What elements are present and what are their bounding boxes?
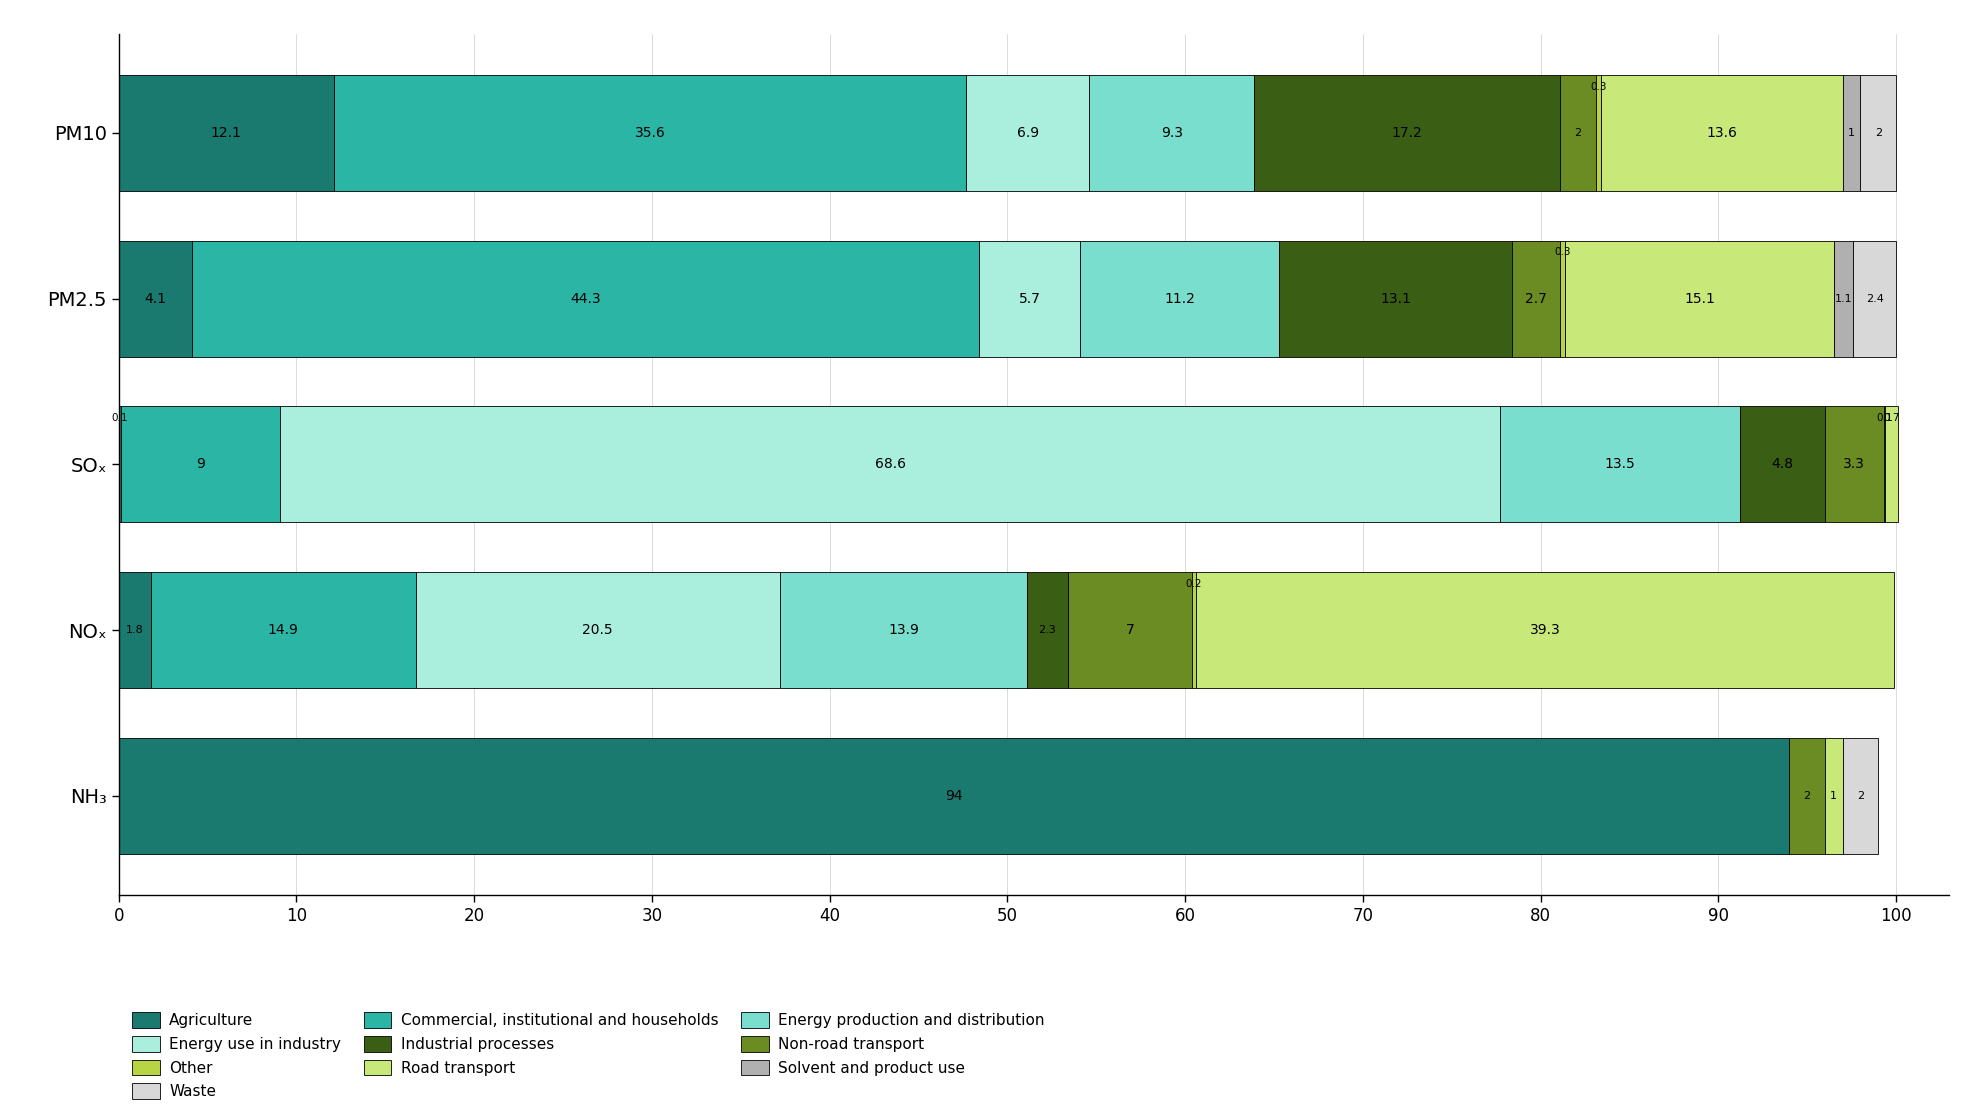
Text: 7: 7 (1126, 623, 1134, 637)
Bar (1069, 572, 1191, 688)
Text: 13.5: 13.5 (1605, 458, 1635, 471)
Bar (121, 406, 281, 523)
Text: 2.3: 2.3 (1039, 626, 1057, 636)
Text: 1: 1 (1848, 128, 1854, 138)
Bar (119, 241, 192, 357)
Text: 15.1: 15.1 (1684, 292, 1716, 305)
Text: 9.3: 9.3 (1162, 126, 1183, 140)
Text: 2: 2 (1803, 791, 1811, 801)
Text: 17.2: 17.2 (1391, 126, 1423, 140)
Bar (1825, 737, 1842, 854)
Text: 0.1: 0.1 (111, 413, 129, 423)
Bar (119, 737, 1789, 854)
Text: 14.9: 14.9 (267, 623, 299, 637)
Bar (1842, 75, 1860, 191)
Bar (1027, 572, 1069, 688)
Text: 0.1: 0.1 (1876, 413, 1892, 423)
Bar (1088, 75, 1255, 191)
Bar (1512, 241, 1559, 357)
Text: 5.7: 5.7 (1019, 292, 1041, 305)
Text: 13.9: 13.9 (889, 623, 918, 637)
Text: 35.6: 35.6 (635, 126, 665, 140)
Bar (1255, 75, 1559, 191)
Text: 11.2: 11.2 (1164, 292, 1195, 305)
Bar (1854, 241, 1896, 357)
Bar (1595, 75, 1601, 191)
Bar (1081, 241, 1278, 357)
Text: 6.9: 6.9 (1017, 126, 1039, 140)
Text: 2: 2 (1856, 791, 1864, 801)
Text: 20.5: 20.5 (582, 623, 613, 637)
Bar (966, 75, 1088, 191)
Bar (1559, 75, 1595, 191)
Bar (1789, 737, 1825, 854)
Bar (1278, 241, 1512, 357)
Bar (1825, 406, 1884, 523)
Text: 4.1: 4.1 (144, 292, 166, 305)
Text: 9: 9 (196, 458, 206, 471)
Legend: Agriculture, Energy use in industry, Other, Waste, Commercial, institutional and: Agriculture, Energy use in industry, Oth… (127, 1006, 1051, 1106)
Bar (1559, 241, 1565, 357)
Text: 1.1: 1.1 (1835, 293, 1852, 303)
Bar (1740, 406, 1825, 523)
Bar (1195, 572, 1894, 688)
Bar (192, 241, 980, 357)
Text: 2.4: 2.4 (1866, 293, 1884, 303)
Bar (980, 241, 1081, 357)
Text: 0.3: 0.3 (1555, 247, 1571, 257)
Bar (780, 572, 1027, 688)
Text: 2.7: 2.7 (1526, 292, 1548, 305)
Text: 0.2: 0.2 (1185, 579, 1201, 589)
Bar (1565, 241, 1835, 357)
Text: 1: 1 (1831, 791, 1837, 801)
Text: 68.6: 68.6 (875, 458, 906, 471)
Text: 13.6: 13.6 (1706, 126, 1738, 140)
Bar (119, 75, 334, 191)
Text: 0.7: 0.7 (1884, 413, 1900, 423)
Bar (119, 572, 150, 688)
Bar (1191, 572, 1195, 688)
Bar (150, 572, 416, 688)
Bar (1601, 75, 1842, 191)
Bar (281, 406, 1500, 523)
Bar (334, 75, 966, 191)
Text: 44.3: 44.3 (570, 292, 600, 305)
Bar (1842, 737, 1878, 854)
Text: 3.3: 3.3 (1842, 458, 1864, 471)
Text: 4.8: 4.8 (1771, 458, 1793, 471)
Bar (416, 572, 780, 688)
Text: 0.3: 0.3 (1589, 82, 1607, 92)
Text: 2: 2 (1874, 128, 1882, 138)
Text: 12.1: 12.1 (212, 126, 241, 140)
Text: 94: 94 (946, 789, 964, 802)
Text: 13.1: 13.1 (1379, 292, 1411, 305)
Text: 2: 2 (1575, 128, 1581, 138)
Text: 1.8: 1.8 (127, 626, 144, 636)
Bar (1835, 241, 1854, 357)
Bar (1500, 406, 1740, 523)
Bar (1886, 406, 1898, 523)
Bar (1860, 75, 1896, 191)
Text: 39.3: 39.3 (1530, 623, 1559, 637)
